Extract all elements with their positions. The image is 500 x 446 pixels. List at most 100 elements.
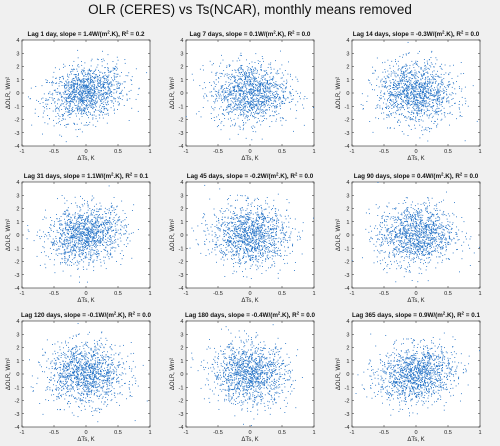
data-point xyxy=(215,74,217,76)
data-point xyxy=(71,221,73,223)
data-point xyxy=(434,99,436,101)
data-point xyxy=(408,52,410,54)
data-point xyxy=(97,231,99,233)
data-point xyxy=(272,84,274,86)
data-point xyxy=(458,107,460,109)
data-point xyxy=(50,93,52,95)
data-point xyxy=(80,81,82,83)
data-point xyxy=(387,76,389,78)
data-point xyxy=(402,90,404,92)
data-point xyxy=(241,83,243,85)
data-point xyxy=(240,90,242,91)
data-point xyxy=(51,84,53,86)
data-point xyxy=(97,241,99,243)
data-point xyxy=(427,68,429,70)
data-point xyxy=(271,102,272,104)
data-point xyxy=(109,225,111,227)
data-point xyxy=(250,102,252,104)
data-point xyxy=(74,83,76,85)
data-point xyxy=(115,214,117,216)
data-point xyxy=(275,120,277,122)
data-point xyxy=(205,87,207,89)
data-point xyxy=(252,107,254,109)
data-point xyxy=(243,78,245,80)
data-point xyxy=(265,79,267,81)
data-point xyxy=(62,75,64,77)
data-point xyxy=(89,84,91,86)
data-point xyxy=(66,233,68,235)
data-point xyxy=(237,106,239,108)
x-tick-label: -1 xyxy=(20,149,25,155)
data-point xyxy=(405,68,406,69)
data-point xyxy=(448,73,450,75)
data-point xyxy=(93,270,95,272)
data-point xyxy=(288,101,290,103)
data-point xyxy=(109,71,111,73)
data-point xyxy=(50,228,52,230)
data-point xyxy=(113,102,115,104)
data-point xyxy=(247,68,249,70)
data-point xyxy=(86,216,88,218)
data-point xyxy=(391,105,393,107)
data-point xyxy=(425,127,427,129)
data-point xyxy=(82,81,84,83)
data-point xyxy=(59,121,61,122)
data-point xyxy=(77,213,79,215)
data-point xyxy=(133,204,135,206)
y-tick-label: 0 xyxy=(16,91,19,97)
data-point xyxy=(249,75,250,77)
data-point xyxy=(392,87,394,89)
data-point xyxy=(390,113,392,114)
data-point xyxy=(295,104,297,106)
data-point xyxy=(232,90,234,92)
data-point xyxy=(456,81,457,83)
data-point xyxy=(69,237,71,238)
data-point xyxy=(238,78,239,80)
data-point xyxy=(391,114,392,116)
data-point xyxy=(80,98,82,100)
data-point xyxy=(119,92,121,94)
data-point xyxy=(406,86,408,88)
data-point xyxy=(93,209,95,211)
data-point xyxy=(125,246,127,247)
data-point xyxy=(99,230,101,232)
data-point xyxy=(80,195,81,197)
data-point xyxy=(265,91,267,93)
data-point xyxy=(113,98,115,100)
data-point xyxy=(100,87,102,89)
data-point xyxy=(403,74,405,76)
data-point xyxy=(253,68,254,70)
data-point xyxy=(362,104,364,106)
data-point xyxy=(109,95,110,97)
data-point xyxy=(78,106,80,108)
data-point xyxy=(97,84,99,86)
data-point xyxy=(102,83,104,85)
data-point xyxy=(67,222,68,224)
data-point xyxy=(431,82,433,84)
data-point xyxy=(260,85,262,87)
data-point xyxy=(78,92,80,93)
data-point xyxy=(422,93,424,95)
data-point xyxy=(254,72,256,74)
data-point xyxy=(408,101,410,103)
data-point xyxy=(392,94,394,96)
data-point xyxy=(392,95,394,97)
data-point xyxy=(80,228,82,230)
data-point xyxy=(74,217,76,219)
data-point xyxy=(54,223,55,225)
data-point xyxy=(80,215,82,217)
data-point xyxy=(107,231,109,233)
data-point xyxy=(214,107,216,109)
data-point xyxy=(91,86,93,88)
data-point xyxy=(82,84,84,86)
data-point xyxy=(59,241,61,243)
data-point xyxy=(421,101,423,103)
data-point xyxy=(399,82,401,84)
data-point xyxy=(405,71,407,73)
data-point xyxy=(58,106,60,108)
data-point xyxy=(226,87,227,89)
data-point xyxy=(405,102,406,104)
data-point xyxy=(417,101,419,103)
data-point xyxy=(447,100,449,102)
data-point xyxy=(213,81,215,83)
